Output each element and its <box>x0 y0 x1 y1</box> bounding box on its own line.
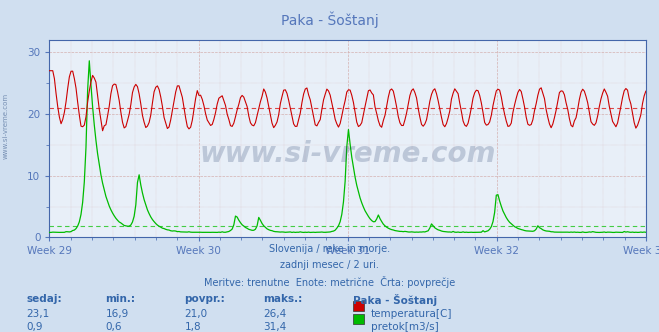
Text: 21,0: 21,0 <box>185 309 208 319</box>
Text: www.si-vreme.com: www.si-vreme.com <box>2 93 9 159</box>
Text: Meritve: trenutne  Enote: metrične  Črta: povprečje: Meritve: trenutne Enote: metrične Črta: … <box>204 276 455 288</box>
Text: 0,9: 0,9 <box>26 322 43 332</box>
Text: pretok[m3/s]: pretok[m3/s] <box>371 322 439 332</box>
Text: temperatura[C]: temperatura[C] <box>371 309 453 319</box>
Text: 1,8: 1,8 <box>185 322 201 332</box>
Text: www.si-vreme.com: www.si-vreme.com <box>200 140 496 168</box>
Text: 16,9: 16,9 <box>105 309 129 319</box>
Text: povpr.:: povpr.: <box>185 294 225 304</box>
Text: 26,4: 26,4 <box>264 309 287 319</box>
Text: 23,1: 23,1 <box>26 309 49 319</box>
Text: Paka - Šoštanj: Paka - Šoštanj <box>353 294 437 306</box>
Text: zadnji mesec / 2 uri.: zadnji mesec / 2 uri. <box>280 260 379 270</box>
Text: min.:: min.: <box>105 294 136 304</box>
Text: 31,4: 31,4 <box>264 322 287 332</box>
Text: Slovenija / reke in morje.: Slovenija / reke in morje. <box>269 244 390 254</box>
Text: 0,6: 0,6 <box>105 322 122 332</box>
Text: maks.:: maks.: <box>264 294 303 304</box>
Text: sedaj:: sedaj: <box>26 294 62 304</box>
Text: Paka - Šoštanj: Paka - Šoštanj <box>281 12 378 28</box>
